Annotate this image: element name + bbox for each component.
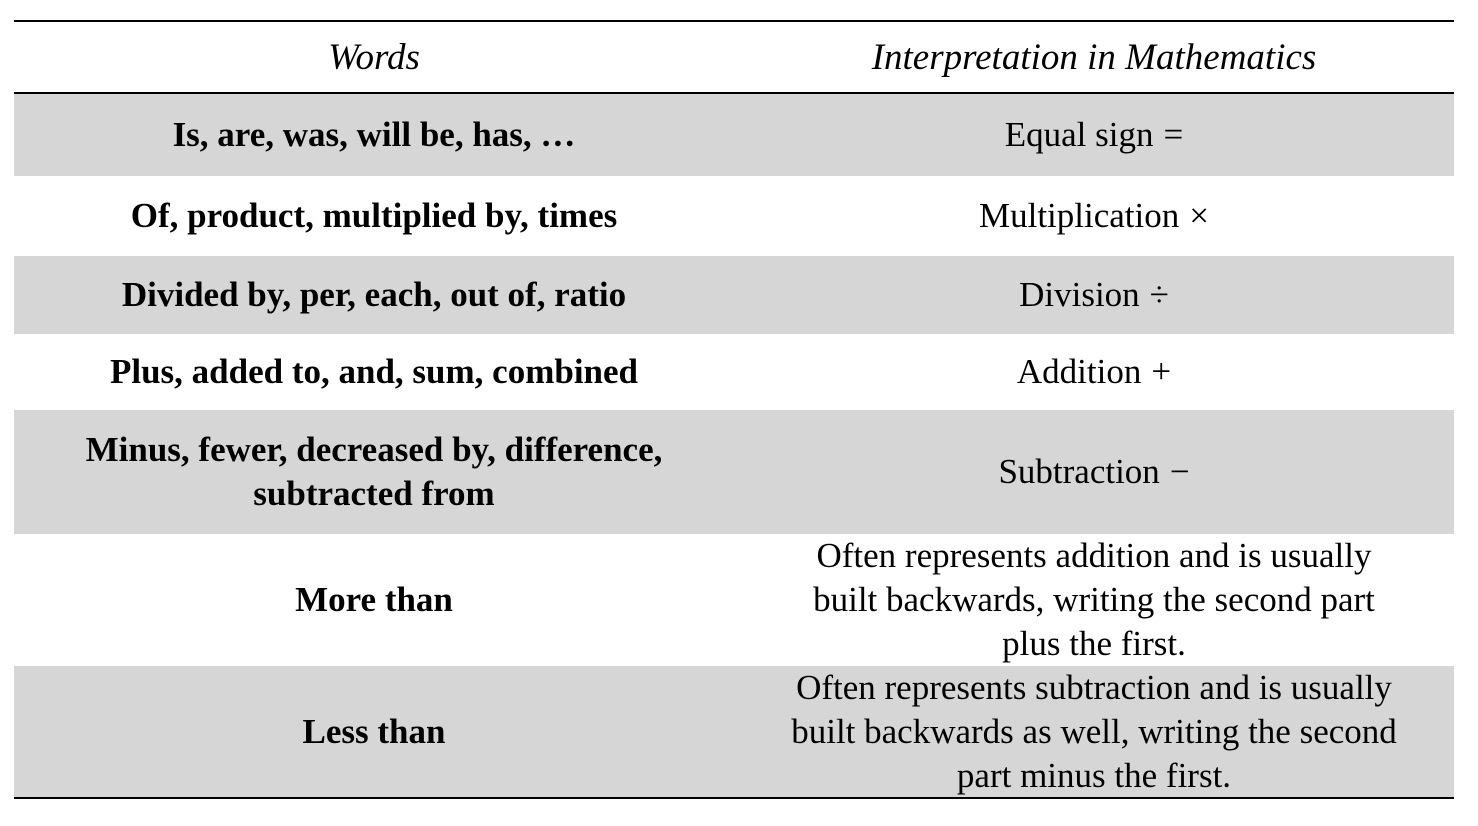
interpretation-text: Equal sign (1004, 115, 1154, 154)
interpretation-line: plus the first. (1002, 624, 1186, 663)
table-row: Is, are, was, will be, has, … Equal sign… (14, 94, 1454, 176)
interpretation-line: built backwards as well, writing the sec… (791, 711, 1397, 751)
interpretation-cell: Equal sign = (734, 94, 1454, 176)
header-interpretation: Interpretation in Mathematics (871, 36, 1317, 78)
top-rule (14, 20, 1454, 22)
interpretation-text: Multiplication (978, 196, 1180, 235)
words-cell: Of, product, multiplied by, times (130, 196, 618, 235)
subtraction-symbol: − (1169, 452, 1190, 491)
bottom-rule (14, 797, 1454, 799)
table-header: Words Interpretation in Mathematics (14, 22, 1454, 92)
interpretation-cell: Often represents subtraction and is usua… (734, 666, 1454, 797)
header-rule (14, 92, 1454, 94)
words-cell: Is, are, was, will be, has, … (172, 115, 576, 154)
interpretation-cell: Division ÷ (734, 256, 1454, 334)
words-cell: Divided by, per, each, out of, ratio (121, 275, 627, 314)
words-cell: Less than (302, 711, 446, 751)
table-row: Minus, fewer, decreased by, difference, … (14, 410, 1454, 534)
header-words: Words (328, 36, 420, 78)
table-row: More than Often represents addition and … (14, 534, 1454, 666)
addition-symbol: + (1151, 352, 1172, 391)
words-line: subtracted from (253, 474, 495, 513)
interpretation-cell: Subtraction − (734, 410, 1454, 534)
table-row: Divided by, per, each, out of, ratio Div… (14, 256, 1454, 334)
interpretation-text: Addition (1016, 352, 1142, 391)
interpretation-text: Division (1019, 275, 1140, 314)
equal-sign-symbol: = (1163, 115, 1184, 154)
interpretation-line: Often represents addition and is usually (816, 536, 1372, 575)
multiplication-symbol: × (1189, 196, 1209, 235)
words-line: Minus, fewer, decreased by, difference, (85, 430, 663, 469)
words-cell: Plus, added to, and, sum, combined (109, 352, 639, 391)
table-row: Less than Often represents subtraction a… (14, 666, 1454, 797)
interpretation-cell: Multiplication × (734, 176, 1454, 256)
division-symbol: ÷ (1149, 275, 1169, 314)
interpretation-cell: Often represents addition and is usually… (734, 534, 1454, 666)
interpretation-line: built backwards, writing the second part (813, 580, 1375, 619)
table-row: Plus, added to, and, sum, combined Addit… (14, 334, 1454, 410)
words-cell: Minus, fewer, decreased by, difference, … (14, 410, 734, 534)
words-cell: More than (295, 580, 453, 619)
table-row: Of, product, multiplied by, times Multip… (14, 176, 1454, 256)
interpretation-line: part minus the first. (956, 755, 1232, 795)
interpretation-line: Often represents subtraction and is usua… (796, 667, 1392, 707)
interpretation-cell: Addition + (734, 334, 1454, 410)
interpretation-text: Subtraction (998, 452, 1160, 491)
